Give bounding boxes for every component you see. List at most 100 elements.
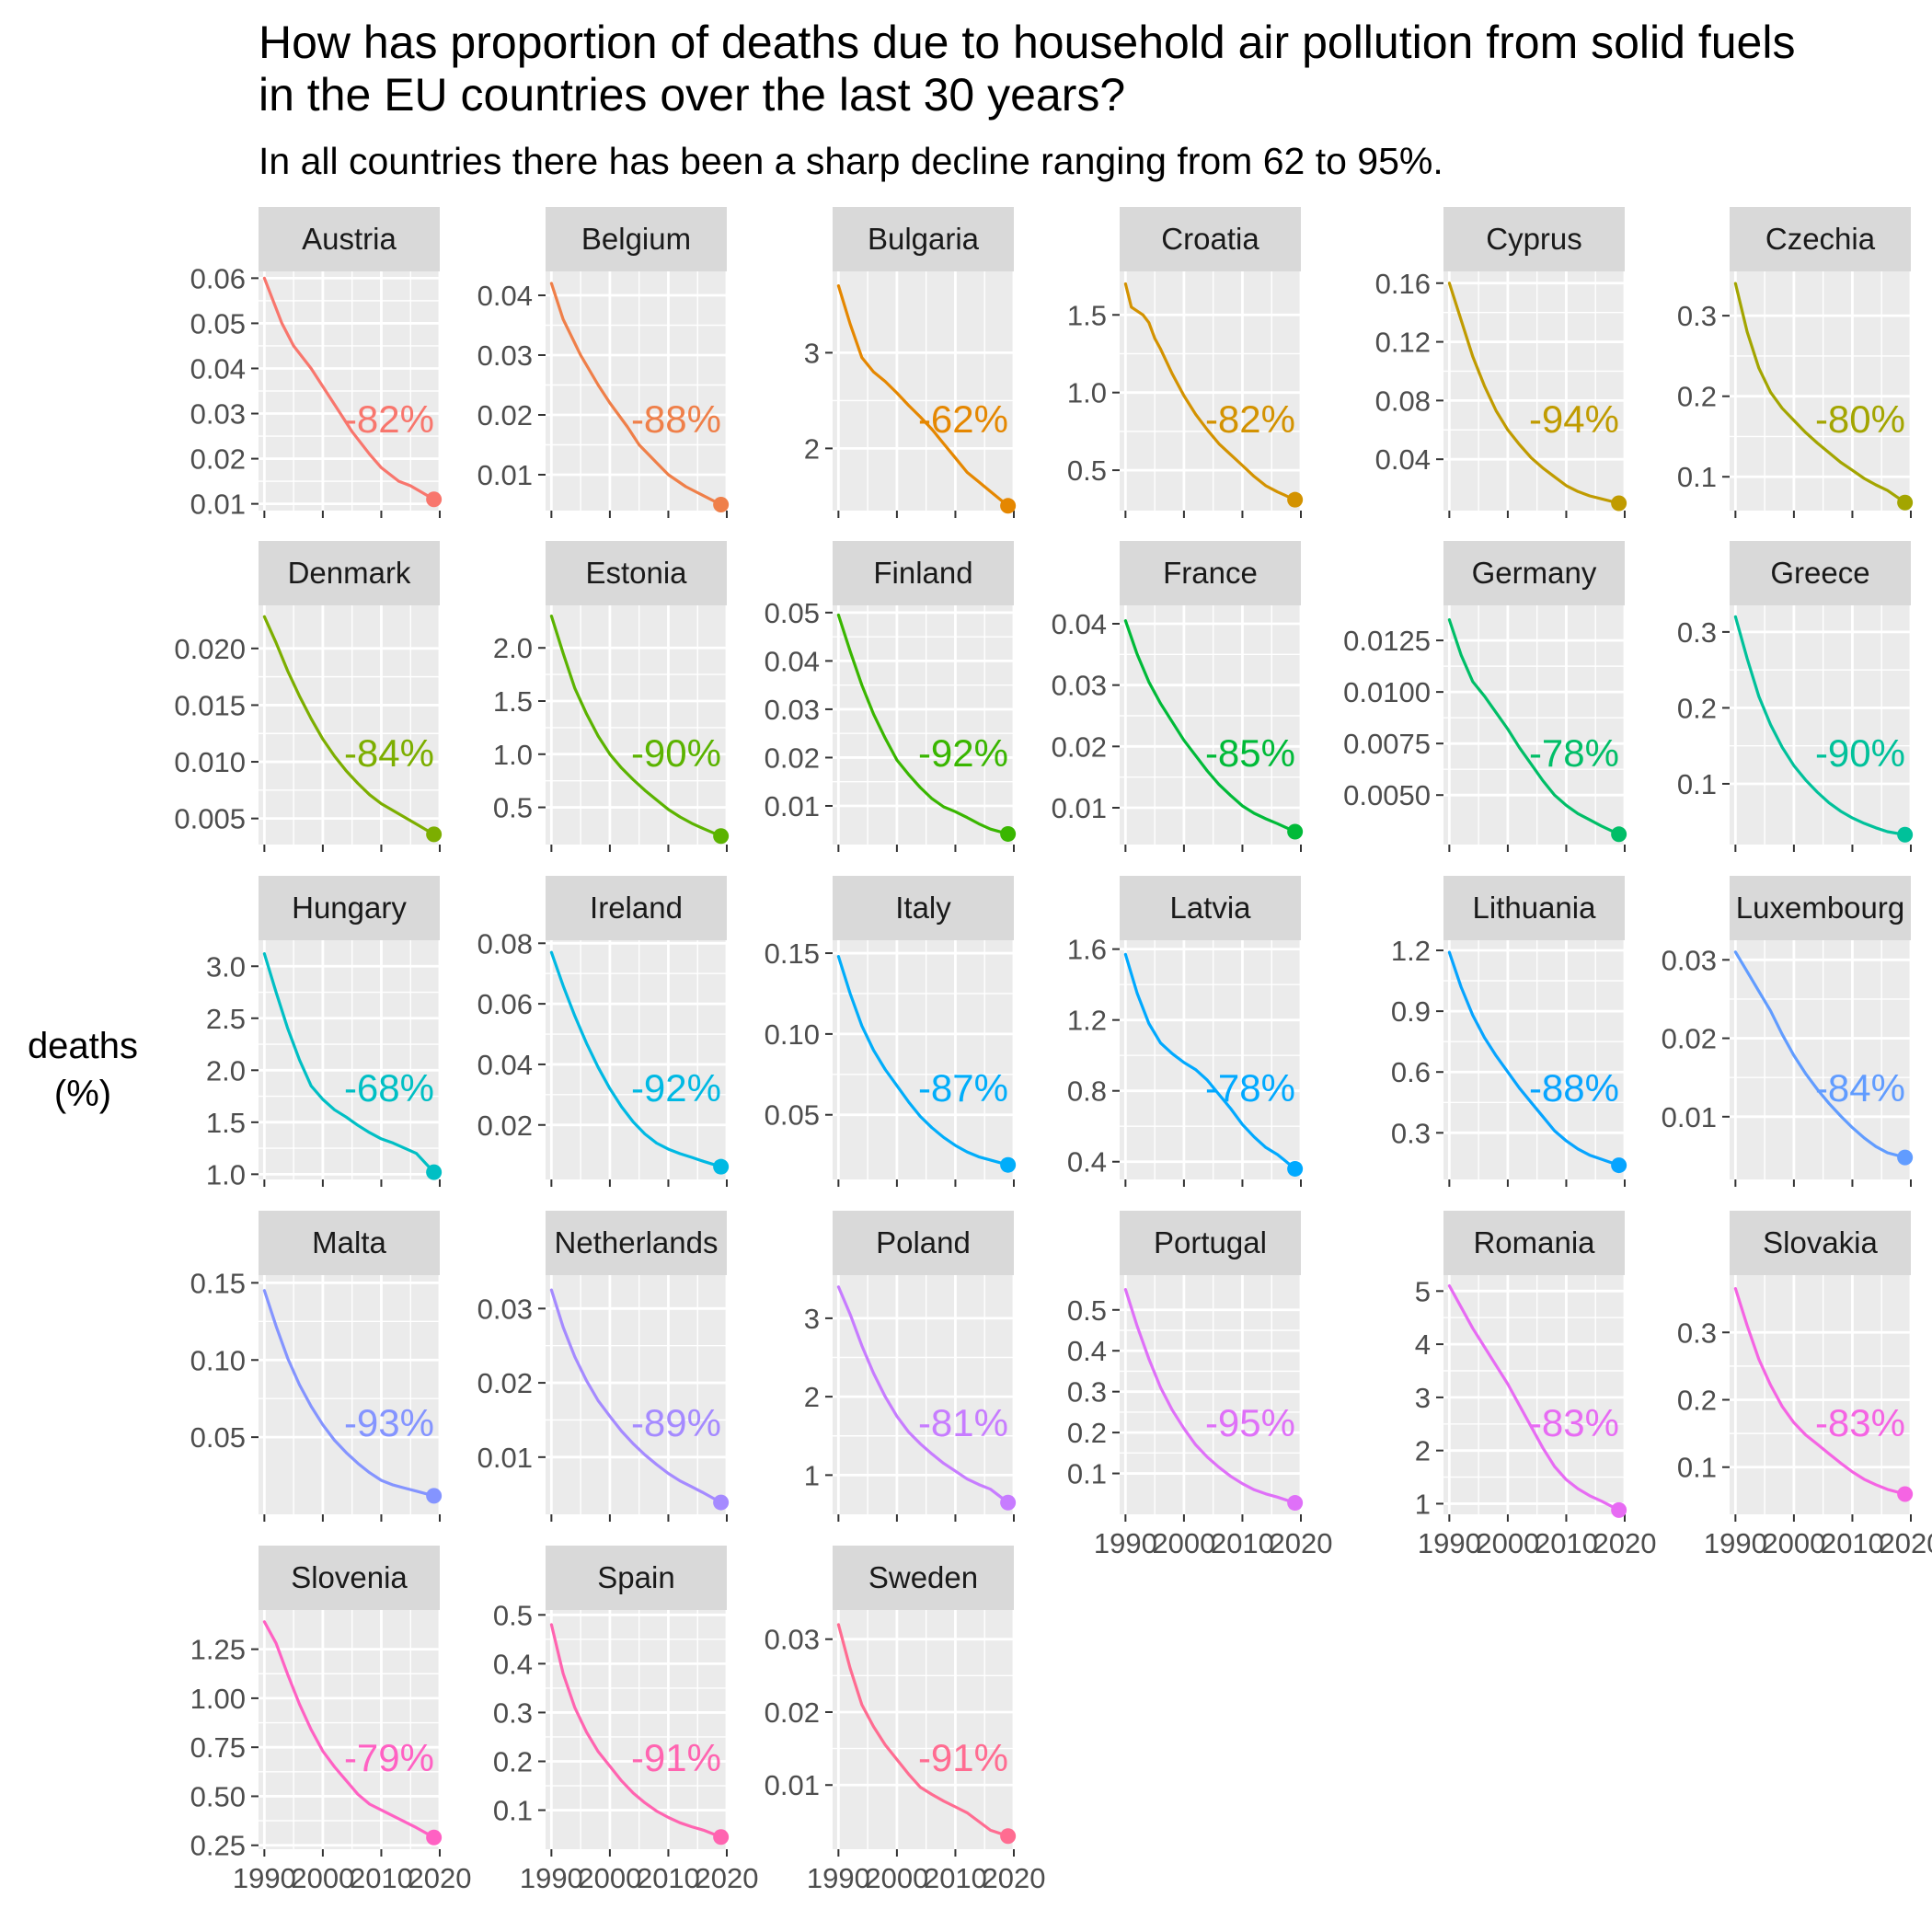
- end-point-hungary: [426, 1164, 443, 1180]
- facet-strip-slovakia: [1730, 1211, 1911, 1275]
- facet-panels: Austria 0.01 0.02 0.03 0.04 0.05 0.06 -82% Belgi…: [174, 207, 1932, 1894]
- end-point-slovenia: [426, 1829, 443, 1846]
- y-tick-label: 0.4: [1067, 1146, 1107, 1179]
- facet-strip-label: Denmark: [288, 556, 411, 590]
- x-tick-label: 2010: [1821, 1527, 1884, 1559]
- panel-background: [259, 1275, 440, 1514]
- y-tick-label: 0.04: [477, 280, 533, 312]
- series-line-denmark: [262, 615, 436, 836]
- change-label-netherlands: -89%: [631, 1401, 721, 1444]
- series-line-czechia: [1733, 282, 1907, 504]
- facet-cyprus: Cyprus 0.04 0.08 0.12 0.16 -94%: [1375, 207, 1627, 518]
- change-label-greece: -90%: [1815, 731, 1905, 775]
- y-tick-label: 0.02: [477, 399, 533, 431]
- panel-background: [833, 271, 1014, 511]
- y-tick-label: 3: [1415, 1382, 1431, 1414]
- y-tick-label: 0.3: [1677, 1317, 1717, 1349]
- y-tick-label: 0.04: [765, 645, 820, 677]
- y-tick-label: 3: [804, 337, 820, 369]
- panel-background: [259, 605, 440, 845]
- y-tick-label: 2: [804, 432, 820, 465]
- y-tick-label: 0.1: [1067, 1458, 1107, 1490]
- facet-strip-label: Poland: [876, 1225, 971, 1259]
- facet-strip-label: Belgium: [581, 222, 691, 256]
- y-tick-label: 4: [1415, 1328, 1431, 1361]
- y-tick-label: 0.04: [190, 352, 246, 385]
- y-tick-label: 0.15: [765, 937, 820, 970]
- facet-strip-label: Netherlands: [555, 1225, 719, 1259]
- y-tick-label: 0.3: [493, 1696, 533, 1729]
- panel-background: [1443, 271, 1625, 511]
- facet-strip-estonia: [546, 541, 727, 605]
- y-tick-label: 0.5: [493, 792, 533, 824]
- facet-strip-germany: [1443, 541, 1625, 605]
- y-tick-label: 0.0125: [1343, 625, 1431, 657]
- facet-austria: Austria 0.01 0.02 0.03 0.04 0.05 0.06 -82%: [190, 207, 443, 521]
- change-label-slovenia: -79%: [344, 1736, 434, 1779]
- change-label-finland: -92%: [918, 731, 1008, 775]
- series-line-poland: [836, 1285, 1010, 1504]
- series-line-slovenia: [262, 1620, 436, 1839]
- y-tick-label: 0.2: [1067, 1417, 1107, 1449]
- change-label-bulgaria: -62%: [918, 397, 1008, 441]
- x-tick-label: 2010: [637, 1862, 700, 1894]
- facet-strip-label: France: [1163, 556, 1258, 590]
- y-tick-label: 0.1: [493, 1795, 533, 1827]
- facet-ireland: Ireland 0.02 0.04 0.06 0.08 -92%: [477, 876, 730, 1187]
- end-point-poland: [1000, 1494, 1017, 1511]
- facet-strip-label: Sweden: [868, 1560, 978, 1594]
- y-tick-label: 0.0050: [1343, 779, 1431, 811]
- x-tick-label: 2010: [1535, 1527, 1598, 1559]
- panel-background: [1443, 605, 1625, 845]
- chart-title-line-2: in the EU countries over the last 30 yea…: [259, 69, 1125, 121]
- y-tick-label: 0.04: [477, 1049, 533, 1081]
- panel-background: [546, 940, 727, 1179]
- change-label-austria: -82%: [344, 397, 434, 441]
- end-point-denmark: [426, 826, 443, 843]
- y-tick-label: 0.01: [765, 790, 820, 822]
- end-point-romania: [1611, 1501, 1627, 1518]
- y-axis-label-line-2: (%): [54, 1074, 111, 1114]
- change-label-latvia: -78%: [1205, 1066, 1295, 1110]
- facet-strip-label: Luxembourg: [1736, 891, 1904, 925]
- x-tick-label: 2020: [408, 1862, 472, 1894]
- y-tick-label: 0.2: [1677, 692, 1717, 724]
- end-point-cyprus: [1611, 495, 1627, 512]
- facet-hungary: Hungary 1.0 1.5 2.0 2.5 3.0 -68%: [206, 876, 443, 1190]
- x-tick-label: 2000: [1762, 1527, 1825, 1559]
- x-tick-label: 2000: [291, 1862, 354, 1894]
- series-line-malta: [262, 1289, 436, 1498]
- y-tick-label: 0.03: [190, 398, 246, 431]
- y-tick-label: 0.4: [493, 1648, 533, 1680]
- facet-strip-label: Ireland: [590, 891, 683, 925]
- series-line-netherlands: [549, 1288, 723, 1504]
- end-point-slovakia: [1897, 1486, 1914, 1502]
- end-point-latvia: [1287, 1160, 1304, 1177]
- y-tick-label: 0.03: [765, 1624, 820, 1656]
- facet-strip-czechia: [1730, 207, 1911, 271]
- series-line-lithuania: [1447, 950, 1621, 1167]
- end-point-netherlands: [713, 1494, 730, 1511]
- chart-subtitle: In all countries there has been a sharp …: [259, 140, 1443, 182]
- facet-poland: Poland 1 2 3 -81%: [804, 1211, 1017, 1522]
- y-tick-label: 0.02: [190, 443, 246, 476]
- facet-strip-malta: [259, 1211, 440, 1275]
- y-tick-label: 3.0: [206, 950, 246, 983]
- series-line-slovakia: [1733, 1286, 1907, 1496]
- end-point-spain: [713, 1829, 730, 1846]
- facet-strip-finland: [833, 541, 1014, 605]
- x-tick-label: 2020: [1593, 1527, 1657, 1559]
- y-tick-label: 0.1: [1677, 461, 1717, 493]
- y-tick-label: 1: [1415, 1488, 1431, 1520]
- facet-latvia: Latvia 0.4 0.8 1.2 1.6 -78%: [1067, 876, 1304, 1187]
- y-tick-label: 0.06: [190, 262, 246, 294]
- y-tick-label: 0.01: [1662, 1101, 1717, 1133]
- x-tick-label: 2020: [1880, 1527, 1932, 1559]
- change-label-ireland: -92%: [631, 1066, 721, 1110]
- facet-strip-label: Cyprus: [1486, 222, 1582, 256]
- y-tick-label: 0.04: [1375, 443, 1431, 476]
- y-tick-label: 0.02: [765, 742, 820, 774]
- y-tick-label: 1.0: [206, 1158, 246, 1190]
- facet-strip-netherlands: [546, 1211, 727, 1275]
